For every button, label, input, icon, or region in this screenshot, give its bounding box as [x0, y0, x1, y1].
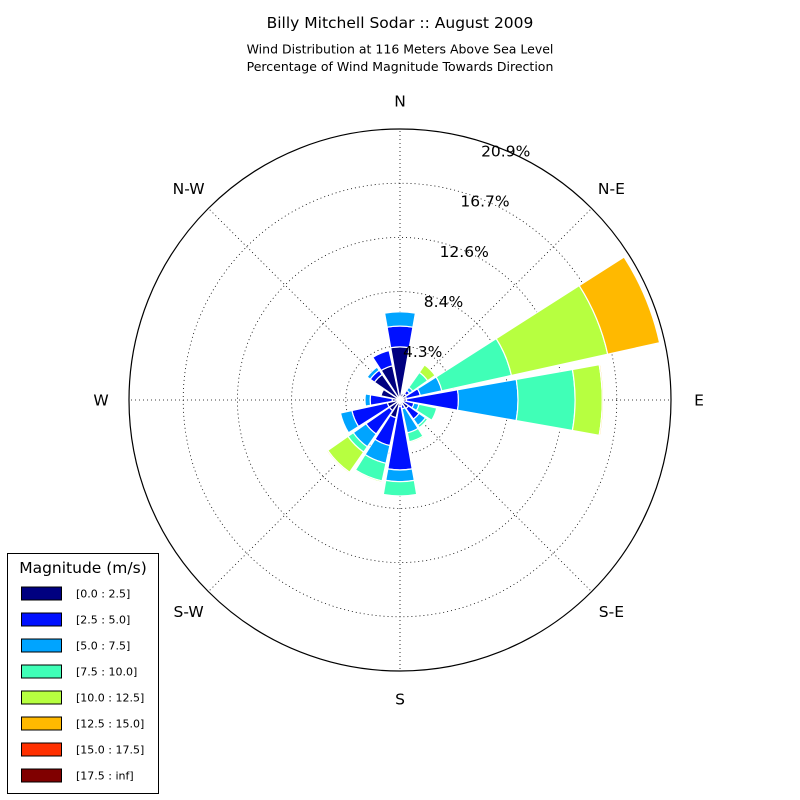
wind-bar-segment: [598, 363, 605, 437]
legend-swatch: [21, 716, 62, 731]
legend-swatch: [21, 742, 62, 757]
polar-frame: [128, 128, 672, 672]
direction-label: S-W: [174, 603, 204, 621]
legend-label: [5.0 : 7.5]: [76, 640, 130, 653]
wind-bar-segment: [383, 311, 417, 328]
legend-label: [17.5 : inf]: [76, 770, 134, 783]
wind-bar-segment: [408, 435, 425, 444]
legend: Magnitude (m/s) [0.0 : 2.5] [2.5 : 5.0] [5…: [7, 553, 159, 794]
radial-tick-label: 20.9%: [481, 143, 530, 161]
wind-bar-segment: [418, 364, 436, 382]
radial-tick-label: 8.4%: [424, 293, 463, 311]
legend-label: [10.0 : 12.5]: [76, 692, 144, 705]
legend-swatch: [21, 768, 62, 783]
radial-tick-label: 4.3%: [403, 343, 442, 361]
wind-bar-segment: [371, 349, 394, 372]
direction-labels: N N-E E S-E S S-W W N-W: [93, 93, 704, 709]
wind-bar-segment: [415, 403, 438, 422]
wind-bars: [325, 256, 661, 497]
wind-bar-segment: [325, 449, 351, 475]
direction-label: N-E: [598, 180, 625, 198]
wind-bar-segment: [339, 409, 360, 434]
radial-tick-label: 16.7%: [460, 193, 509, 211]
legend-label: [0.0 : 2.5]: [76, 588, 130, 601]
wind-bar-segment: [515, 368, 576, 432]
wind-bar-segment: [353, 469, 383, 484]
radial-tick-label: 12.6%: [440, 243, 489, 261]
wind-bar-segment: [578, 256, 661, 355]
chart-subtitle-line-1: Wind Distribution at 116 Meters Above Se…: [247, 42, 554, 57]
legend-swatch: [21, 664, 62, 679]
legend-swatch: [21, 638, 62, 653]
direction-label: S-E: [599, 603, 624, 621]
wind-bar-segment: [366, 366, 381, 381]
direction-label: W: [93, 392, 108, 410]
ring-gridline: [182, 182, 618, 618]
radial-tick-labels: 4.3% 8.4% 12.6% 16.7% 20.9%: [403, 143, 530, 361]
legend-label: [7.5 : 10.0]: [76, 666, 137, 679]
legend-label: [2.5 : 5.0]: [76, 614, 130, 627]
legend-swatch: [21, 612, 62, 627]
legend-swatch: [21, 586, 62, 601]
wind-bar-segment: [385, 468, 415, 483]
legend-title: Magnitude (m/s): [19, 559, 147, 577]
wind-bar-segment: [416, 416, 429, 429]
direction-label: S: [395, 691, 405, 709]
direction-label: E: [694, 392, 704, 410]
chart-title: Billy Mitchell Sodar :: August 2009: [267, 14, 534, 32]
legend-label: [15.0 : 17.5]: [76, 744, 144, 757]
direction-label: N-W: [173, 180, 205, 198]
legend-label: [12.5 : 15.0]: [76, 718, 144, 731]
wind-bar-segment: [382, 479, 418, 497]
chart-subtitle-line-2: Percentage of Wind Magnitude Towards Dir…: [247, 59, 554, 74]
wind-bar-segment: [364, 393, 372, 407]
legend-swatch: [21, 690, 62, 705]
direction-label: N: [394, 93, 406, 111]
wind-bar-segment: [571, 364, 603, 436]
